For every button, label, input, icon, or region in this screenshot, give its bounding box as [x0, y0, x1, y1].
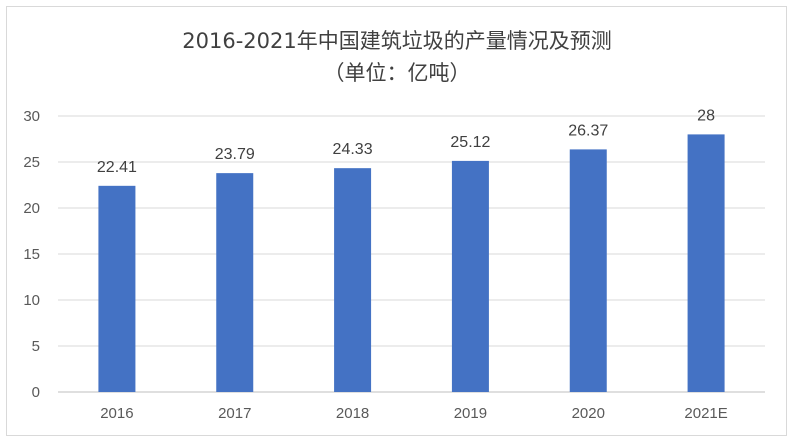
x-tick-label: 2016: [100, 405, 133, 422]
data-label: 25.12: [450, 134, 490, 151]
x-tick-label: 2017: [218, 405, 251, 422]
bar-2017: [216, 173, 254, 392]
data-labels: 22.41 23.79 24.33 25.12 26.37 28: [97, 107, 715, 175]
gridlines: [58, 115, 765, 393]
y-tick-label: 30: [23, 108, 40, 125]
y-axis-ticks: 0 5 10 15 20 25 30: [23, 108, 40, 401]
bar-2016: [98, 185, 136, 392]
y-tick-label: 20: [23, 200, 40, 217]
x-axis-ticks: 2016 2017 2018 2019 2020 2021E: [100, 405, 728, 422]
y-tick-label: 5: [32, 338, 40, 355]
data-label: 26.37: [568, 122, 608, 139]
y-tick-label: 25: [23, 154, 40, 171]
bar-2018: [334, 168, 372, 392]
data-label: 24.33: [333, 141, 373, 158]
x-tick-label: 2018: [336, 405, 369, 422]
data-label: 28: [697, 107, 715, 124]
data-label: 23.79: [215, 146, 255, 163]
x-tick-label: 2020: [572, 405, 605, 422]
chart-title: 2016-2021年中国建筑垃圾的产量情况及预测: [182, 29, 611, 53]
y-tick-label: 0: [32, 384, 40, 401]
x-tick-label: 2021E: [684, 405, 727, 422]
y-tick-label: 15: [23, 246, 40, 263]
bar-2019: [451, 160, 489, 392]
bar-2021E: [687, 134, 725, 392]
bars: [98, 134, 725, 392]
data-label: 22.41: [97, 159, 137, 176]
bar-2020: [569, 149, 607, 392]
y-tick-label: 10: [23, 292, 40, 309]
chart-subtitle: （单位：亿吨）: [324, 61, 471, 85]
x-tick-label: 2019: [454, 405, 487, 422]
chart-frame: [6, 6, 787, 436]
